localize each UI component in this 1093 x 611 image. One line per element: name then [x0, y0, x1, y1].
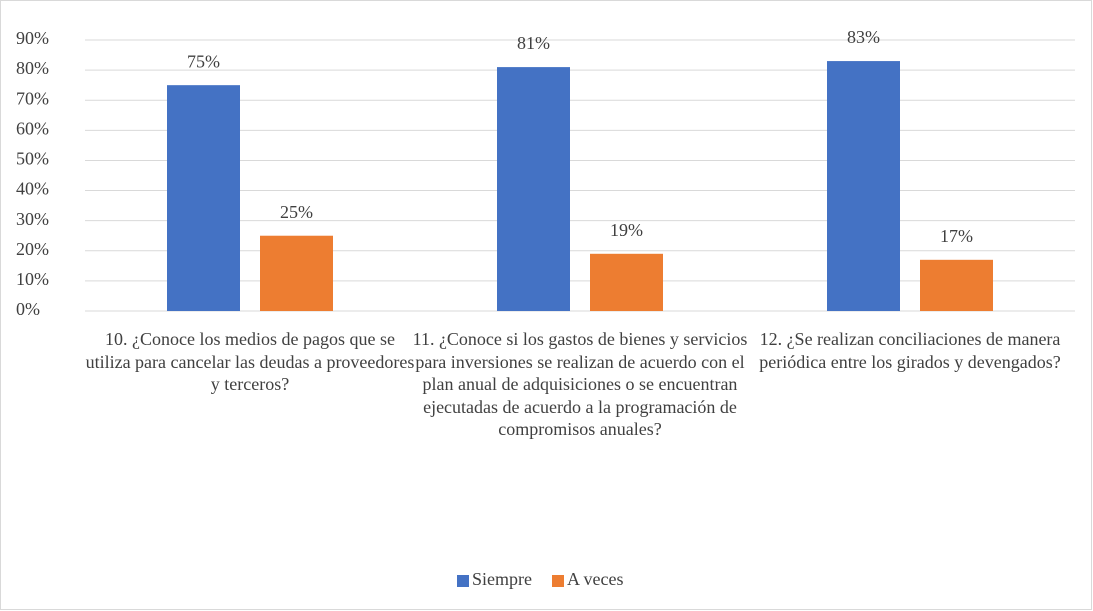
x-tick-label: 10. ¿Conoce los medios de pagos que se u…: [85, 329, 415, 394]
y-tick-label: 0%: [16, 299, 40, 319]
legend-swatch: [552, 575, 564, 587]
y-tick-label: 30%: [16, 209, 49, 229]
y-tick-label: 90%: [16, 28, 49, 48]
bar: [827, 61, 900, 312]
data-label: 75%: [187, 51, 220, 71]
data-label: 19%: [610, 220, 643, 240]
x-tick-label: 11. ¿Conoce si los gastos de bienes y se…: [412, 329, 748, 439]
bar: [167, 85, 240, 312]
bar: [260, 235, 333, 311]
y-tick-label: 10%: [16, 269, 49, 289]
data-label: 81%: [517, 33, 550, 53]
bar: [590, 253, 663, 311]
legend-swatch: [457, 575, 469, 587]
legend-label: Siempre: [472, 569, 532, 589]
data-label: 17%: [940, 226, 973, 246]
bar: [497, 67, 570, 311]
data-label: 83%: [847, 27, 880, 47]
legend-label: A veces: [567, 569, 623, 589]
x-tick-label: 12. ¿Se realizan conciliaciones de maner…: [759, 329, 1061, 372]
y-tick-label: 40%: [16, 179, 49, 199]
bar: [920, 259, 993, 311]
y-tick-label: 60%: [16, 118, 49, 138]
y-tick-label: 50%: [16, 149, 49, 169]
y-tick-label: 80%: [16, 58, 49, 78]
data-label: 25%: [280, 202, 313, 222]
y-tick-label: 20%: [16, 239, 49, 259]
y-tick-label: 70%: [16, 88, 49, 108]
